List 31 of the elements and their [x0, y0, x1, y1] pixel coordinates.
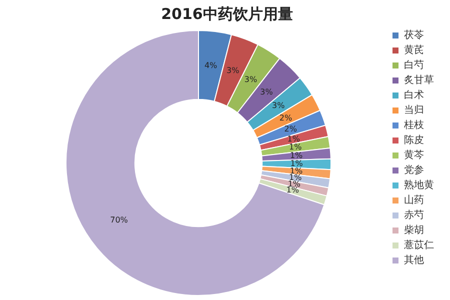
data-label: 2% [284, 124, 298, 134]
data-label: 1% [286, 186, 300, 195]
legend-label: 桂枝 [403, 119, 424, 132]
chart-title: 2016中药饮片用量 [161, 4, 293, 23]
data-label: 1% [290, 166, 303, 176]
data-label: 70% [110, 215, 128, 224]
legend-label: 黄芪 [404, 44, 424, 56]
data-label: 1% [290, 151, 304, 160]
data-label: 3% [272, 101, 286, 110]
legend-label: 白术 [404, 89, 424, 102]
legend-label: 山药 [404, 194, 424, 206]
data-label: 1% [290, 159, 304, 168]
data-label: 1% [288, 142, 302, 152]
data-label: 3% [260, 87, 274, 96]
data-label: 3% [226, 66, 240, 76]
legend-label: 茯苓 [404, 29, 424, 42]
data-label: 3% [244, 75, 258, 84]
legend-label: 赤芍 [404, 209, 424, 222]
legend-label: 党参 [404, 164, 424, 176]
legend-label: 其他 [404, 254, 424, 266]
legend-label: 柴胡 [404, 224, 424, 236]
legend-label: 炙甘草 [404, 74, 434, 86]
data-label: 2% [279, 113, 292, 122]
legend-label: 黄芩 [404, 149, 424, 162]
legend-label: 薏苡仁 [404, 239, 434, 252]
data-label: 1% [287, 134, 300, 144]
legend-label: 熟地黄 [404, 179, 434, 192]
legend-label: 当归 [404, 104, 424, 116]
legend-label: 白芍 [404, 59, 424, 72]
legend-label: 陈皮 [404, 134, 424, 146]
data-label: 4% [204, 60, 218, 70]
